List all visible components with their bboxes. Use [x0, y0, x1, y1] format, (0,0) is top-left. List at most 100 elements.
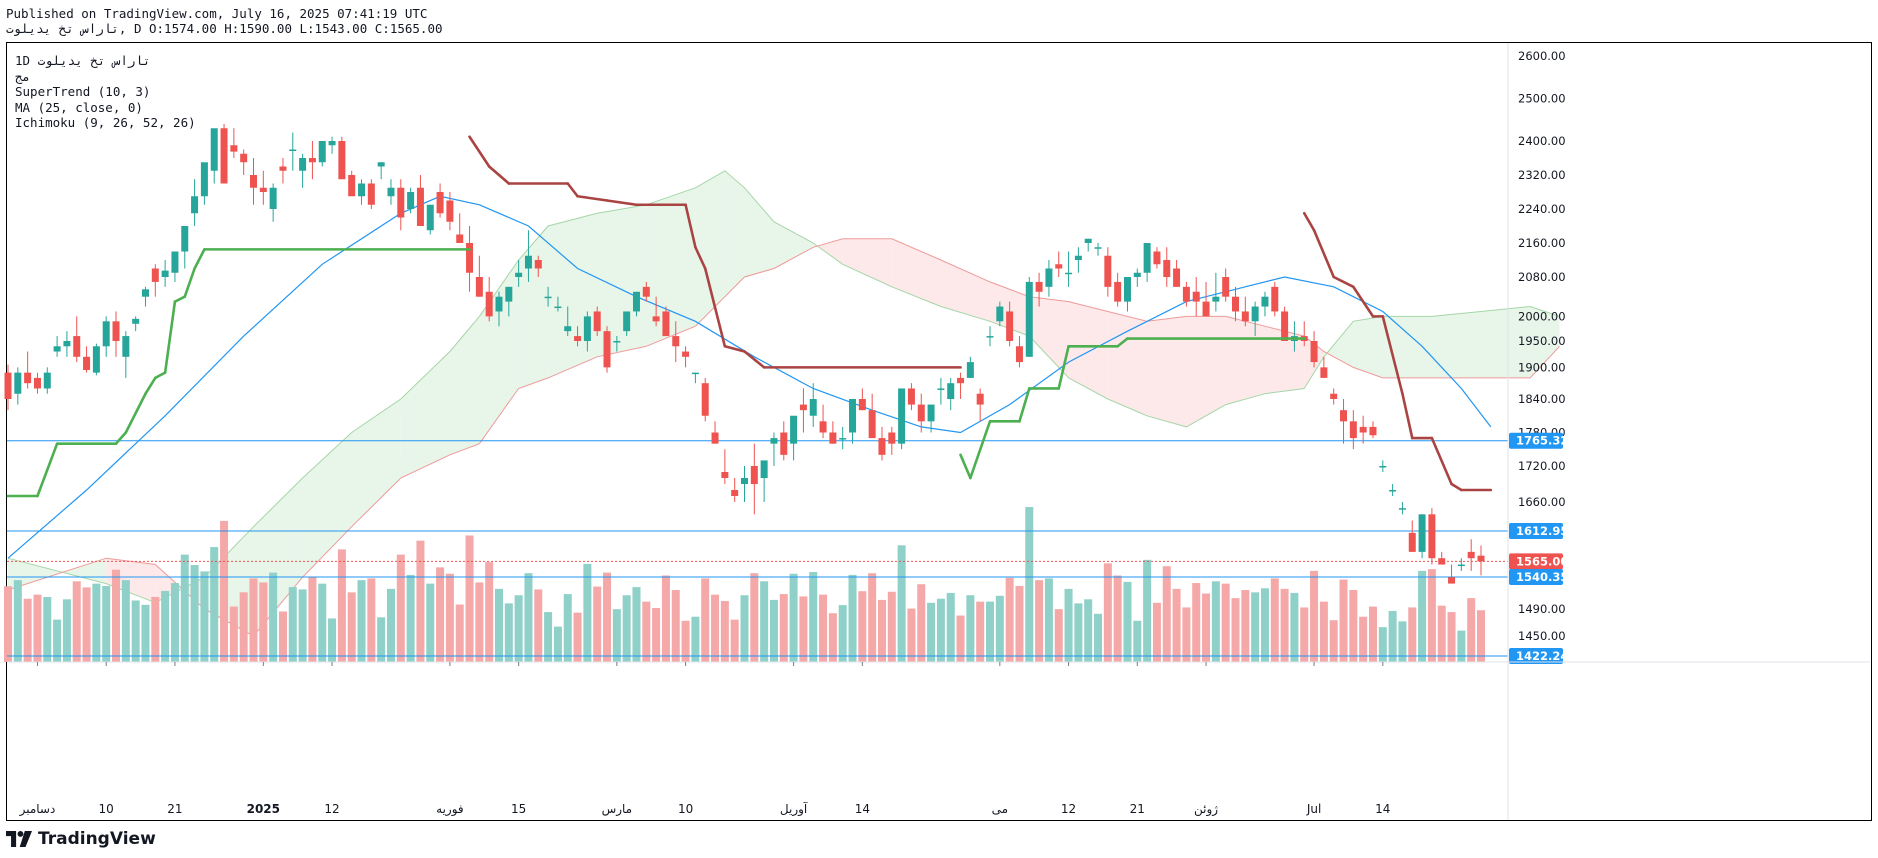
- candle-body: [544, 296, 552, 299]
- volume-bar: [1231, 598, 1240, 662]
- candle-body: [672, 336, 680, 347]
- candle-body: [917, 404, 925, 422]
- ichimoku-cloud-segment: [597, 204, 647, 357]
- ichimoku-span-a: [7, 170, 1560, 604]
- candle-body: [682, 351, 690, 357]
- volume-bar: [229, 606, 238, 662]
- x-tick-label: 14: [855, 802, 870, 816]
- volume-bar: [524, 573, 533, 662]
- candle-body: [554, 306, 562, 309]
- volume-bar: [966, 595, 975, 662]
- candle-body: [809, 399, 817, 416]
- ichimoku-cloud-segment: [1029, 296, 1069, 378]
- volume-bar: [445, 573, 454, 662]
- candle-body: [583, 316, 591, 341]
- y-tick-label: 1950.00: [1518, 334, 1566, 348]
- candle-body: [1467, 551, 1475, 559]
- candle-body: [564, 326, 572, 332]
- candle-body: [750, 466, 758, 484]
- candle-body: [1389, 490, 1397, 492]
- x-tick-label: مارس: [602, 802, 633, 817]
- volume-bar: [288, 587, 297, 662]
- candle-body: [1114, 281, 1122, 302]
- volume-bar: [170, 583, 179, 662]
- candle-body: [338, 141, 346, 180]
- candle-body: [819, 421, 827, 433]
- volume-bar: [406, 574, 415, 662]
- candle-body: [1192, 291, 1200, 302]
- volume-bar: [1477, 610, 1485, 662]
- ichimoku-cloud-segment: [548, 213, 598, 378]
- candle-body: [4, 372, 12, 399]
- y-tick-label: 1720.00: [1518, 459, 1566, 473]
- candle-body: [947, 383, 955, 399]
- candle-body: [436, 192, 444, 214]
- ichimoku-cloud-segment: [773, 221, 814, 269]
- candle-body: [1232, 296, 1239, 312]
- volume-bar: [269, 572, 278, 662]
- volume-bar: [1123, 581, 1132, 662]
- ichimoku-span-b: [7, 238, 1560, 637]
- volume-bar: [632, 587, 641, 662]
- volume-bar: [701, 578, 710, 662]
- volume-bar: [1005, 577, 1014, 662]
- volume-bar: [603, 572, 612, 662]
- volume-bar: [1457, 630, 1466, 662]
- volume-bar: [995, 595, 1004, 662]
- candle-body: [603, 331, 611, 368]
- volume-bar: [131, 600, 140, 662]
- volume-bar: [62, 599, 71, 662]
- x-tick-label: 14: [1375, 802, 1390, 816]
- candle-body: [1123, 277, 1131, 302]
- legend-indicator-supertrend[interactable]: SuperTrend (10, 3): [15, 84, 151, 99]
- legend-indicator-ma[interactable]: MA (25, close, 0): [15, 99, 143, 115]
- ichimoku-cloud-segment: [744, 187, 774, 277]
- candle-body: [466, 243, 474, 273]
- volume-bar: [848, 574, 857, 662]
- supertrend-line: [1302, 211, 1316, 232]
- volume-bar: [1084, 599, 1093, 662]
- supertrend-line: [1430, 436, 1453, 486]
- candle-body: [1065, 272, 1073, 275]
- price-label-badge: [1509, 553, 1563, 570]
- candle-body: [132, 318, 140, 324]
- volume-bar: [946, 592, 955, 662]
- volume-bar: [1113, 575, 1122, 662]
- volume-bar: [1162, 566, 1171, 662]
- volume-bar: [180, 554, 189, 662]
- volume-bar: [1359, 616, 1368, 662]
- volume-bar: [1447, 612, 1456, 662]
- volume-bar: [33, 594, 42, 662]
- supertrend-line: [144, 376, 157, 396]
- candle-body: [1448, 577, 1456, 584]
- volume-bar: [799, 596, 808, 662]
- candle-body: [53, 346, 61, 352]
- x-tick-label: 12: [1061, 802, 1076, 816]
- candle-body: [1182, 286, 1190, 302]
- candle-body: [240, 153, 248, 163]
- candle-body: [426, 204, 434, 231]
- legend-indicator-ichimoku[interactable]: Ichimoku (9, 26, 52, 26): [15, 115, 196, 130]
- candle-body: [1330, 393, 1338, 399]
- y-tick-label: 2080.00: [1518, 270, 1566, 284]
- volume-bar: [43, 596, 52, 662]
- price-label-badge: [1509, 523, 1563, 539]
- candle-body: [888, 432, 896, 444]
- volume-bar: [121, 580, 130, 662]
- candle-body: [112, 321, 120, 341]
- candle-body: [14, 372, 22, 394]
- candle-body: [1202, 301, 1210, 317]
- volume-bar: [1202, 593, 1211, 662]
- publish-info: Published on TradingView.com, July 16, 2…: [6, 6, 428, 21]
- candle-body: [299, 158, 307, 171]
- chart-frame[interactable]: [6, 42, 1872, 821]
- candle-body: [83, 356, 91, 370]
- volume-bar: [210, 547, 219, 662]
- candle-body: [24, 372, 32, 384]
- y-tick-label: 2500.00: [1518, 92, 1566, 106]
- volume-bar: [1310, 570, 1319, 662]
- volume-bar: [72, 581, 81, 662]
- tradingview-footer[interactable]: TradingView: [6, 829, 156, 849]
- volume-bar: [328, 618, 337, 662]
